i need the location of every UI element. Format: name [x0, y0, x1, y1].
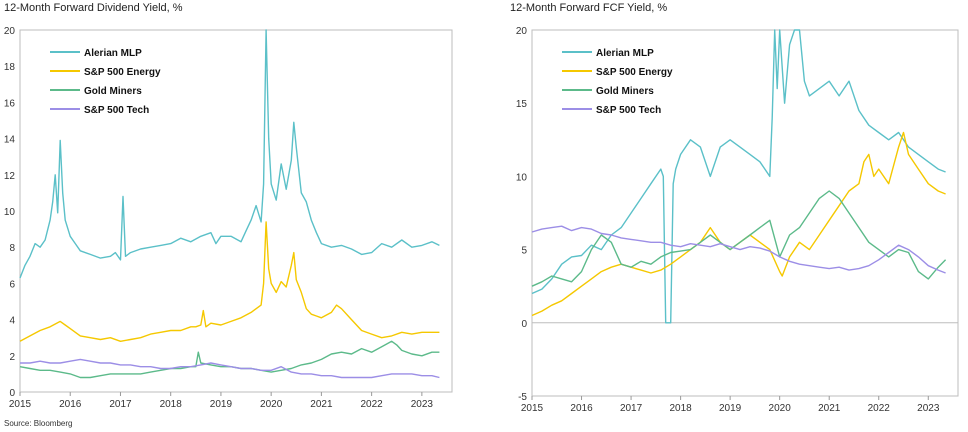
x-tick-label: 2020 — [769, 403, 792, 414]
legend-label: Alerian MLP — [596, 48, 654, 59]
x-tick-label: 2019 — [719, 403, 742, 414]
series-line-s-p-500-energy — [531, 131, 946, 317]
y-tick-label: 12 — [4, 171, 16, 182]
x-tick-label: 2022 — [361, 399, 384, 410]
y-tick-label: -5 — [518, 392, 527, 403]
series-line-s-p-500-tech — [20, 358, 440, 379]
x-tick-label: 2016 — [59, 399, 82, 410]
x-tick-label: 2016 — [570, 403, 593, 414]
y-tick-label: 0 — [9, 388, 15, 399]
x-tick-label: 2017 — [109, 399, 132, 410]
x-tick-label: 2023 — [917, 403, 940, 414]
series-line-gold-miners — [19, 340, 440, 379]
x-tick-label: 2020 — [260, 399, 283, 410]
legend-label: S&P 500 Energy — [596, 67, 673, 78]
y-tick-label: 6 — [9, 279, 15, 290]
x-tick-label: 2018 — [669, 403, 692, 414]
x-tick-label: 2022 — [868, 403, 891, 414]
legend-label: Gold Miners — [596, 86, 654, 97]
chart-title-dividend-yield: 12-Month Forward Dividend Yield, % — [4, 2, 183, 14]
y-tick-label: 20 — [4, 26, 16, 37]
series-line-s-p-500-energy — [19, 221, 440, 342]
y-tick-label: 2 — [9, 352, 15, 363]
source-note: Source: Bloomberg — [4, 419, 73, 428]
legend-label: S&P 500 Tech — [596, 105, 661, 116]
y-tick-label: 5 — [521, 246, 527, 257]
x-tick-label: 2015 — [521, 403, 544, 414]
series-line-alerian-mlp — [531, 29, 946, 324]
x-tick-label: 2018 — [160, 399, 183, 410]
chart-title-fcf-yield: 12-Month Forward FCF Yield, % — [510, 2, 668, 14]
plot-frame — [531, 29, 959, 397]
plot-frame — [19, 29, 453, 393]
y-tick-label: 20 — [516, 26, 528, 37]
y-tick-label: 10 — [516, 172, 528, 183]
y-tick-label: 14 — [4, 135, 16, 146]
y-tick-label: 4 — [9, 316, 15, 327]
legend-label: S&P 500 Energy — [84, 67, 161, 78]
y-tick-label: 18 — [4, 62, 16, 73]
y-tick-label: 8 — [9, 243, 15, 254]
y-tick-label: 0 — [521, 319, 527, 330]
x-tick-label: 2023 — [411, 399, 434, 410]
legend-label: Gold Miners — [84, 86, 142, 97]
y-tick-label: 10 — [4, 207, 16, 218]
series-line-alerian-mlp — [19, 29, 440, 279]
x-tick-label: 2021 — [818, 403, 841, 414]
chart-0: 0 2 4 6 8 10 12 14 16 18 20 2015 2016 2017 2018 2019 202… — [4, 26, 453, 410]
series-line-s-p-500-tech — [531, 225, 946, 274]
x-tick-label: 2015 — [9, 399, 32, 410]
y-tick-label: 16 — [4, 98, 16, 109]
legend-label: Alerian MLP — [84, 48, 142, 59]
x-tick-label: 2019 — [210, 399, 233, 410]
y-tick-label: 15 — [516, 99, 528, 110]
legend-label: S&P 500 Tech — [84, 105, 149, 116]
x-tick-label: 2021 — [310, 399, 333, 410]
series-line-gold-miners — [531, 190, 947, 287]
chart-1: -5 0 5 10 15 20 2015 2016 2017 2018 2019 2020 2021 20… — [516, 26, 959, 414]
x-tick-label: 2017 — [620, 403, 643, 414]
